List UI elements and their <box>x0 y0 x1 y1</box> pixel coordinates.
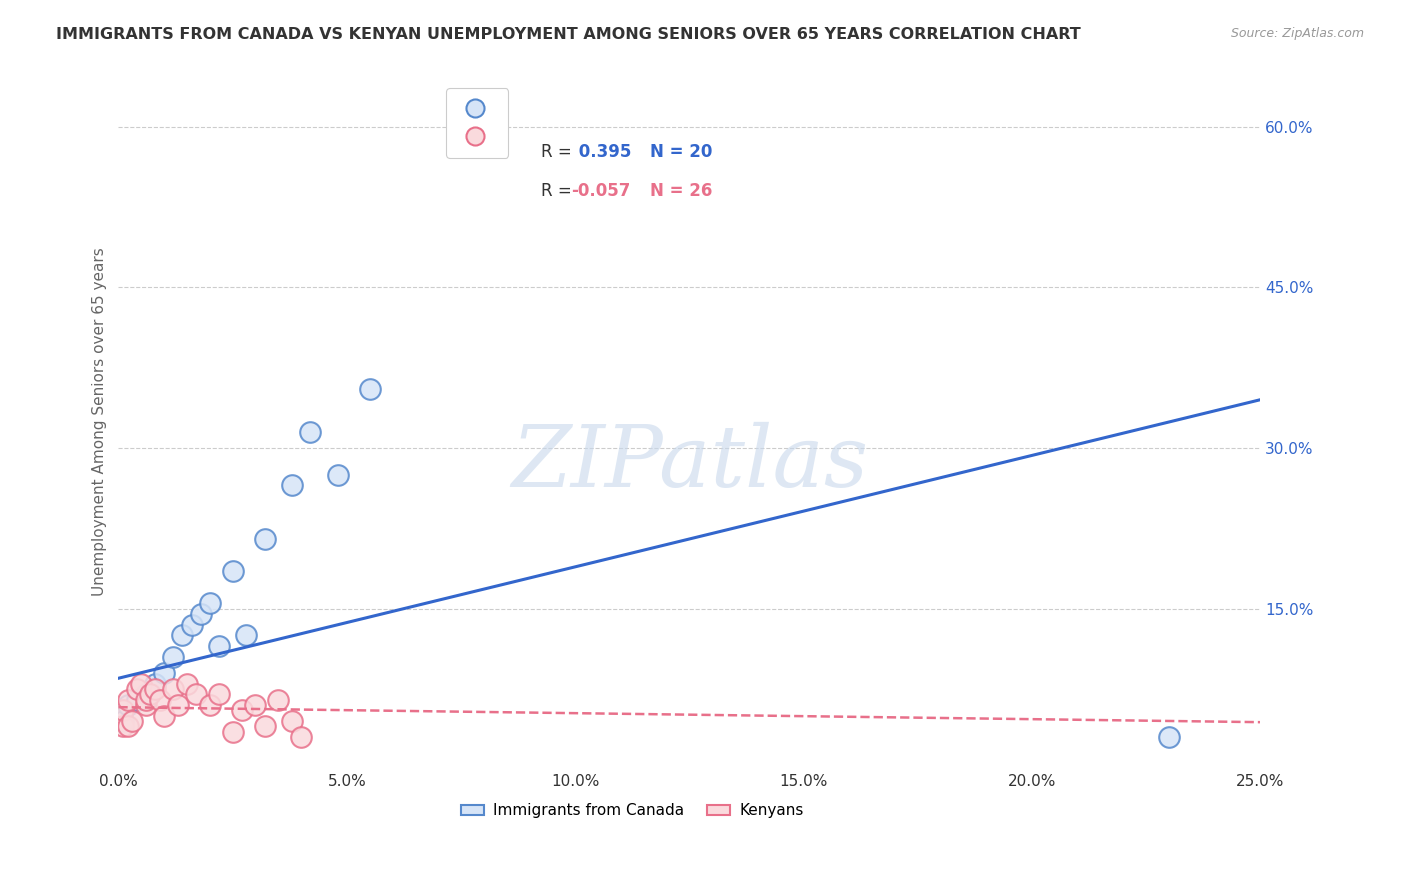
Y-axis label: Unemployment Among Seniors over 65 years: Unemployment Among Seniors over 65 years <box>93 247 107 596</box>
Point <box>111 719 134 733</box>
Point <box>148 692 170 706</box>
Point <box>129 676 152 690</box>
Text: IMMIGRANTS FROM CANADA VS KENYAN UNEMPLOYMENT AMONG SENIORS OVER 65 YEARS CORREL: IMMIGRANTS FROM CANADA VS KENYAN UNEMPLO… <box>56 27 1081 42</box>
Point <box>117 692 139 706</box>
Point <box>143 676 166 690</box>
Text: R =: R = <box>541 182 576 200</box>
Point <box>135 698 157 712</box>
Point <box>121 714 143 728</box>
Text: R =: R = <box>541 143 576 161</box>
Point <box>180 617 202 632</box>
Point <box>162 649 184 664</box>
Text: N = 20: N = 20 <box>650 143 711 161</box>
Point <box>221 724 243 739</box>
Point <box>253 719 276 733</box>
Point <box>135 692 157 706</box>
Point <box>162 681 184 696</box>
Point <box>125 692 148 706</box>
Point <box>267 692 290 706</box>
Point <box>153 665 176 680</box>
Text: Source: ZipAtlas.com: Source: ZipAtlas.com <box>1230 27 1364 40</box>
Point <box>190 607 212 621</box>
Point <box>208 639 231 653</box>
Point <box>198 596 221 610</box>
Point <box>245 698 267 712</box>
Point <box>117 698 139 712</box>
Text: 0.395: 0.395 <box>574 143 631 161</box>
Point <box>198 698 221 712</box>
Point <box>184 687 207 701</box>
Point <box>143 681 166 696</box>
Point <box>1157 730 1180 744</box>
Point <box>125 681 148 696</box>
Point <box>281 478 304 492</box>
Point <box>281 714 304 728</box>
Text: -0.057: -0.057 <box>571 182 631 200</box>
Point <box>299 425 322 439</box>
Point <box>290 730 312 744</box>
Point <box>172 628 194 642</box>
Point <box>176 676 198 690</box>
Point <box>235 628 257 642</box>
Legend: Immigrants from Canada, Kenyans: Immigrants from Canada, Kenyans <box>456 797 810 824</box>
Text: N = 26: N = 26 <box>650 182 711 200</box>
Point <box>111 703 134 717</box>
Text: ZIPatlas: ZIPatlas <box>510 422 868 504</box>
Point <box>208 687 231 701</box>
Point <box>117 719 139 733</box>
Point <box>153 708 176 723</box>
Point <box>359 382 381 396</box>
Point <box>139 687 162 701</box>
Point <box>253 532 276 546</box>
Point <box>135 687 157 701</box>
Point <box>221 564 243 578</box>
Point <box>231 703 253 717</box>
Point <box>166 698 188 712</box>
Point <box>111 714 134 728</box>
Point <box>326 467 349 482</box>
